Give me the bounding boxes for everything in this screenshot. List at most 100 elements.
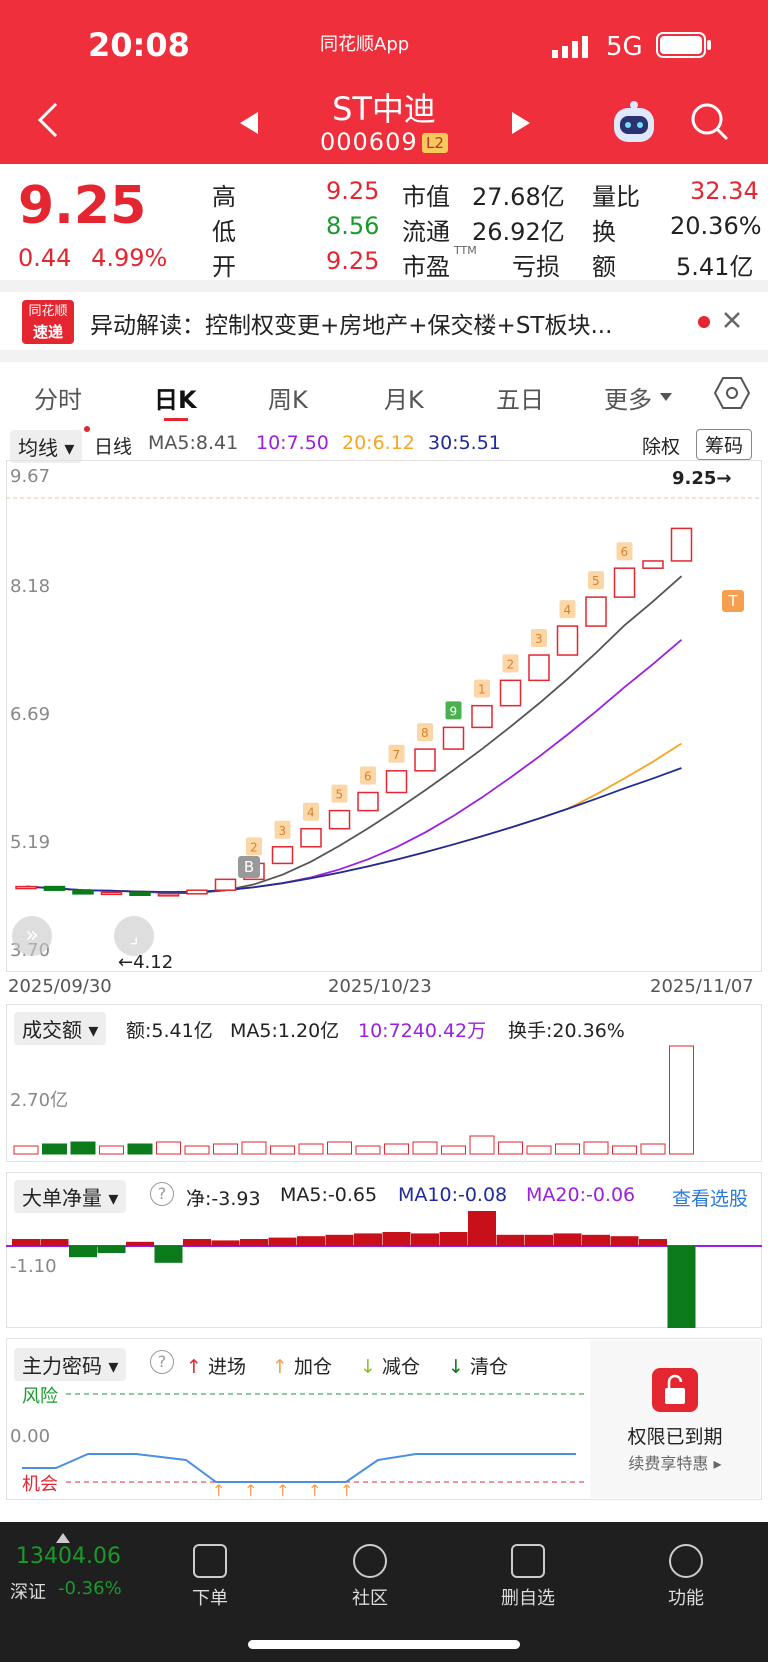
candle bbox=[385, 770, 408, 794]
count-marker bbox=[274, 820, 291, 839]
nav-order[interactable]: 下单 bbox=[160, 1544, 260, 1610]
pe-value: 亏损 bbox=[512, 253, 560, 281]
tab-five-day[interactable]: 五日 bbox=[496, 386, 544, 414]
bigorder-select[interactable]: 大单净量 ▾ bbox=[14, 1180, 127, 1213]
tab-weekly-k[interactable]: 周K bbox=[268, 386, 308, 414]
nav-order-label: 下单 bbox=[192, 1588, 228, 1609]
bigorder-bar bbox=[40, 1239, 69, 1246]
count-marker bbox=[246, 837, 262, 856]
battery-icon bbox=[656, 32, 712, 62]
bigorder-bar bbox=[496, 1234, 525, 1246]
unlock-icon bbox=[652, 1368, 698, 1412]
fullscreen-icon[interactable]: ⌟ bbox=[114, 916, 154, 956]
robot-assistant-icon[interactable] bbox=[610, 100, 658, 150]
kline-panel[interactable] bbox=[6, 460, 762, 972]
indicator-select[interactable]: 均线 ▾ bbox=[10, 430, 83, 463]
turnover-label: 换 bbox=[592, 218, 616, 246]
ma5-line bbox=[25, 575, 683, 894]
settings-hex-icon[interactable] bbox=[713, 376, 751, 414]
view-screener-link[interactable]: 查看选股 bbox=[672, 1188, 749, 1210]
bigorder-bar bbox=[354, 1233, 382, 1246]
index-value[interactable]: 13404.06 bbox=[16, 1544, 121, 1569]
locked-title: 权限已到期 bbox=[627, 1426, 723, 1448]
vol-ratio-label: 量比 bbox=[592, 183, 640, 211]
help-icon[interactable]: ? bbox=[150, 1182, 174, 1206]
chance-label: 机会 bbox=[22, 1474, 58, 1495]
open-value: 9.25 bbox=[326, 247, 380, 275]
volume-panel[interactable] bbox=[6, 1004, 762, 1162]
volume-bar bbox=[583, 1141, 609, 1155]
bigorder-bar bbox=[639, 1239, 667, 1246]
legend-add: ↑ 加仓 bbox=[272, 1352, 332, 1379]
bigorder-bar bbox=[183, 1239, 211, 1246]
volume-select[interactable]: 成交额 ▾ bbox=[14, 1012, 107, 1045]
status-time: 20:08 bbox=[88, 26, 190, 64]
count-label: 4 bbox=[564, 603, 572, 617]
candle bbox=[442, 726, 465, 750]
candle bbox=[528, 654, 550, 682]
low-value: 8.56 bbox=[326, 212, 380, 240]
bigorder-bar bbox=[97, 1246, 126, 1253]
legend-clear-label: 清仓 bbox=[469, 1356, 508, 1378]
tab-monthly-k[interactable]: 月K bbox=[384, 386, 424, 414]
renew-link[interactable]: 续费享特惠 ▸ bbox=[628, 1454, 722, 1473]
price-change: 0.44 4.99% bbox=[18, 244, 167, 272]
prev-stock-icon[interactable] bbox=[240, 112, 260, 138]
mainforce-select[interactable]: 主力密码 ▾ bbox=[14, 1348, 127, 1381]
locked-overlay[interactable]: 权限已到期 续费享特惠 ▸ bbox=[590, 1340, 760, 1498]
pe-label: 市盈 bbox=[402, 253, 450, 281]
ytick-label: 6.69 bbox=[10, 704, 51, 725]
volume-bar bbox=[213, 1143, 238, 1155]
volume-turnover: 换手:20.36% bbox=[508, 1020, 625, 1042]
bigorder-net: 净:-3.93 bbox=[186, 1188, 261, 1210]
volume-amount: 额:5.41亿 bbox=[126, 1020, 213, 1042]
open-label: 开 bbox=[212, 253, 236, 281]
tab-daily-k[interactable]: 日K bbox=[154, 386, 197, 414]
bigorder-ma20: MA20:-0.06 bbox=[526, 1184, 636, 1206]
news-bar[interactable]: 同花顺 速递 异动解读：控制权变更+房地产+保交楼+ST板块... bbox=[0, 292, 768, 350]
candle bbox=[642, 560, 664, 569]
nav-community[interactable]: 社区 bbox=[320, 1544, 420, 1610]
back-icon[interactable] bbox=[36, 100, 60, 144]
search-icon[interactable] bbox=[690, 102, 730, 146]
high-label: 高 bbox=[212, 183, 236, 211]
close-icon[interactable] bbox=[722, 310, 742, 334]
ma10-value: 10:7.50 bbox=[256, 432, 329, 454]
adjust-toggle[interactable]: 除权 bbox=[642, 436, 681, 458]
help-icon[interactable]: ? bbox=[150, 1350, 174, 1374]
svg-text:↑: ↑ bbox=[340, 1481, 353, 1498]
volume-bar bbox=[526, 1145, 552, 1155]
bigorder-bar bbox=[667, 1246, 696, 1328]
count-marker bbox=[388, 744, 405, 763]
volume-bar bbox=[184, 1145, 210, 1155]
volume-bar bbox=[99, 1145, 124, 1155]
volume-bar bbox=[13, 1145, 39, 1155]
chip-button[interactable]: 筹码 bbox=[696, 429, 753, 460]
candle bbox=[414, 748, 436, 772]
mainforce-chart: ↑ ↑ ↑ ↑ ↑ bbox=[22, 1393, 586, 1498]
expand-icon[interactable]: » bbox=[12, 916, 52, 956]
mainforce-panel[interactable] bbox=[6, 1338, 762, 1500]
news-logo-bottom: 速递 bbox=[32, 323, 63, 341]
count-marker bbox=[331, 784, 348, 803]
count-marker bbox=[531, 629, 547, 648]
next-stock-icon[interactable] bbox=[510, 112, 530, 138]
svg-text:↑: ↑ bbox=[244, 1481, 257, 1498]
ma30-value: 30:5.51 bbox=[428, 432, 501, 454]
volume-bar bbox=[156, 1141, 181, 1155]
count-label: 7 bbox=[393, 748, 401, 762]
nav-remove-watchlist[interactable]: 删自选 bbox=[478, 1544, 578, 1610]
functions-icon bbox=[669, 1544, 703, 1578]
bigorder-select-label: 大单净量 bbox=[22, 1186, 102, 1210]
tab-more[interactable]: 更多 bbox=[604, 386, 652, 414]
nav-functions[interactable]: 功能 bbox=[636, 1544, 736, 1610]
date-label: 2025/10/23 bbox=[328, 976, 432, 997]
period-label: 日线 bbox=[94, 436, 133, 458]
svg-text:↑: ↑ bbox=[276, 1481, 289, 1498]
tab-intraday[interactable]: 分时 bbox=[34, 386, 82, 414]
sell-marker: T bbox=[722, 590, 744, 612]
index-change: -0.36% bbox=[58, 1578, 122, 1599]
pe-ttm-sup: TTM bbox=[454, 244, 477, 257]
bigorder-panel[interactable] bbox=[6, 1172, 762, 1328]
kline-chart[interactable]: 2 3 4 5 6 7 8 9 1 2 3 4 5 6 bbox=[6, 460, 762, 972]
